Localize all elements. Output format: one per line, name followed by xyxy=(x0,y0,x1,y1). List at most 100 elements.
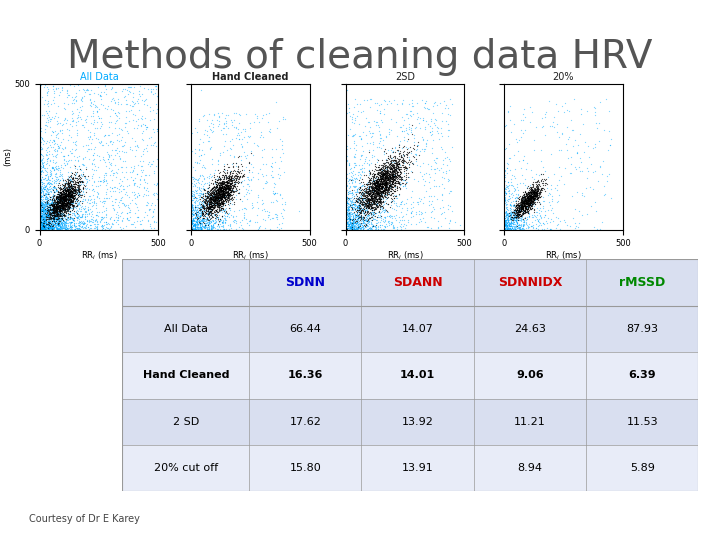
Point xyxy=(44,184,55,193)
Point xyxy=(45,199,57,208)
Point xyxy=(42,214,53,223)
Point xyxy=(266,189,278,198)
Point xyxy=(50,206,62,215)
Point xyxy=(199,223,211,232)
Point xyxy=(66,190,78,198)
Point xyxy=(64,190,76,198)
Point xyxy=(502,218,513,226)
Point xyxy=(63,188,75,197)
Point xyxy=(399,136,410,145)
Point xyxy=(217,171,228,179)
Point xyxy=(513,205,524,214)
Point xyxy=(531,192,542,200)
Point xyxy=(107,184,118,193)
Point xyxy=(500,188,512,197)
Point xyxy=(529,200,541,209)
Point xyxy=(60,204,71,213)
Point xyxy=(185,222,197,231)
Point xyxy=(373,192,384,201)
Point xyxy=(237,225,248,233)
Point xyxy=(228,176,239,185)
Point xyxy=(210,186,221,195)
Point xyxy=(385,164,397,173)
Point xyxy=(60,201,71,210)
Point xyxy=(65,195,76,204)
Point xyxy=(109,198,121,207)
Point xyxy=(42,204,54,213)
Point xyxy=(372,170,384,178)
Point xyxy=(76,221,87,230)
Point xyxy=(220,188,232,197)
Point xyxy=(525,187,536,195)
Point xyxy=(346,202,358,211)
Point xyxy=(45,193,57,201)
Point xyxy=(52,206,63,215)
Point xyxy=(220,194,232,203)
Point xyxy=(44,214,55,222)
Point xyxy=(526,195,537,204)
Point xyxy=(56,193,68,202)
Point xyxy=(384,172,395,180)
Point xyxy=(188,221,199,230)
Point xyxy=(359,157,371,166)
Point xyxy=(94,92,106,100)
Point xyxy=(225,175,237,184)
Point xyxy=(377,202,389,211)
Point xyxy=(374,179,386,187)
Point xyxy=(240,185,251,193)
Point xyxy=(358,200,369,209)
Point xyxy=(362,202,374,211)
Point xyxy=(60,218,71,226)
Point xyxy=(369,206,380,214)
Point xyxy=(369,204,381,212)
Point xyxy=(503,220,515,228)
Point xyxy=(526,213,538,221)
Point xyxy=(41,215,53,224)
Point xyxy=(94,138,106,147)
Point xyxy=(355,213,366,222)
Point xyxy=(361,185,372,194)
Point xyxy=(359,208,370,217)
Point xyxy=(73,224,84,232)
Point xyxy=(58,199,70,208)
Point xyxy=(48,92,60,101)
Point xyxy=(220,198,231,207)
Point xyxy=(186,215,197,224)
Point xyxy=(533,190,544,199)
Point xyxy=(238,181,249,190)
Point xyxy=(377,187,388,196)
Point xyxy=(376,184,387,193)
Point xyxy=(37,192,48,200)
Point xyxy=(500,219,512,228)
Point xyxy=(387,177,399,186)
Point xyxy=(51,225,63,233)
Point xyxy=(361,201,373,210)
Point xyxy=(60,189,71,198)
Point xyxy=(186,217,197,225)
Point xyxy=(372,174,384,183)
Point xyxy=(271,124,283,132)
Point xyxy=(525,195,536,204)
Point xyxy=(67,113,78,122)
Point xyxy=(55,214,66,222)
Point xyxy=(55,219,66,227)
Point xyxy=(262,118,274,126)
Point xyxy=(53,191,65,200)
Point xyxy=(341,224,352,233)
Point xyxy=(199,217,210,226)
Point xyxy=(189,157,200,166)
Point xyxy=(195,223,207,232)
Point xyxy=(230,212,242,220)
Point xyxy=(203,201,215,210)
Point xyxy=(42,221,54,230)
Point xyxy=(59,187,71,195)
Point xyxy=(374,180,385,188)
Point xyxy=(218,188,230,197)
Point xyxy=(60,188,72,197)
Point xyxy=(94,124,106,132)
Point xyxy=(55,193,67,201)
Point xyxy=(92,177,104,185)
Point xyxy=(210,194,222,202)
Point xyxy=(73,156,84,164)
Point xyxy=(534,182,546,191)
